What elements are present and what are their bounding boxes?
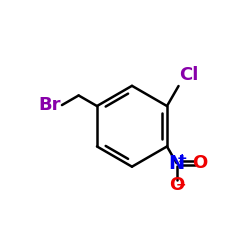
Text: O: O (169, 176, 184, 194)
Text: N: N (168, 154, 185, 173)
Text: +: + (177, 152, 187, 165)
Text: Br: Br (38, 96, 61, 114)
Text: O: O (192, 154, 207, 172)
Text: Cl: Cl (180, 66, 199, 84)
Text: −: − (176, 178, 186, 192)
